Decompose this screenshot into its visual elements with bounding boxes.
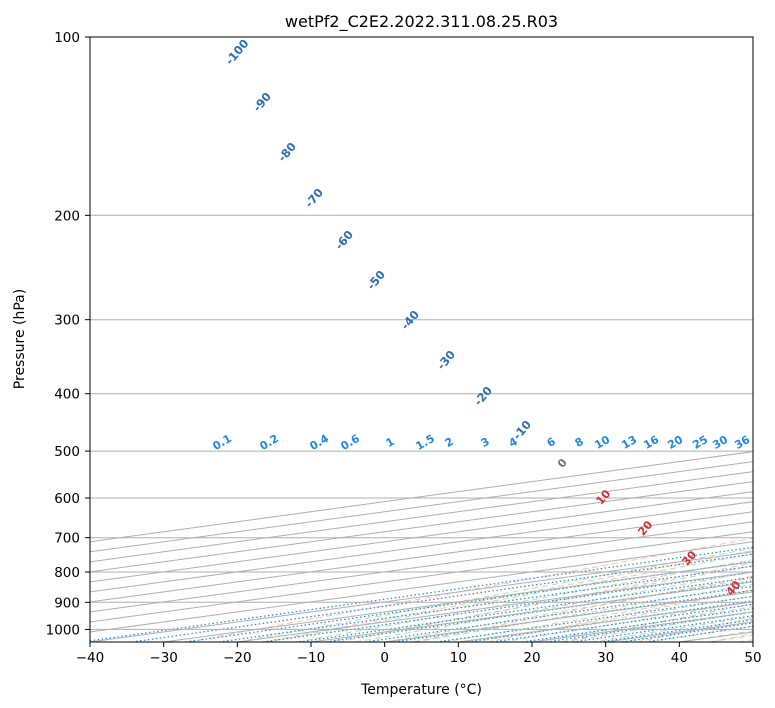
x-tick-label: −10	[297, 650, 326, 666]
isotherm-line	[90, 501, 753, 593]
dry-adiabat-line	[188, 537, 753, 642]
plot-frame	[89, 36, 754, 643]
mixing-ratio-line	[492, 603, 753, 642]
y-tick-label: 200	[54, 208, 80, 224]
y-tick-label: 400	[54, 387, 80, 403]
dry-adiabat-line	[338, 562, 753, 642]
isotherm-line	[90, 461, 753, 553]
moist-adiabat-line	[325, 565, 753, 642]
isotherm-line	[90, 471, 753, 563]
y-tick-label: 1000	[46, 622, 80, 638]
chart-title: wetPf2_C2E2.2022.311.08.25.R03	[285, 12, 558, 32]
x-tick-label: −40	[76, 650, 105, 666]
y-axis-ticks: 1000 900 800 700 600 500 400 300 200 100	[46, 30, 90, 638]
x-tick-label: 30	[597, 650, 614, 666]
plot-area	[90, 37, 753, 642]
isotherm-line	[90, 521, 753, 613]
y-axis-label: Pressure (hPa)	[12, 289, 28, 389]
dry-adiabat-line	[412, 575, 753, 642]
x-tick-label: 20	[523, 650, 540, 666]
moist-adiabat-line	[414, 583, 753, 642]
x-axis-ticks: −40 −30 −20 −10 0 10 20 30 40 50	[76, 642, 762, 666]
mixing-ratio-line	[365, 585, 753, 642]
x-axis-label: Temperature (°C)	[360, 682, 482, 698]
y-tick-label: 600	[54, 491, 80, 507]
mixing-ratio-line	[436, 595, 753, 642]
x-tick-label: −20	[223, 650, 252, 666]
isotherm-line	[90, 491, 753, 583]
mixing-ratio-line	[131, 553, 753, 642]
isotherm-line	[90, 511, 753, 603]
y-tick-label: 900	[54, 595, 80, 611]
x-tick-label: 50	[744, 650, 761, 666]
x-tick-label: 0	[380, 650, 389, 666]
mixing-ratio-line	[90, 546, 753, 642]
y-tick-label: 800	[54, 565, 80, 581]
dry-adiabats	[188, 537, 753, 642]
y-tick-label: 300	[54, 313, 80, 329]
x-tick-label: 10	[450, 650, 467, 666]
y-tick-label: 500	[54, 444, 80, 460]
pressure-gridlines	[90, 37, 753, 630]
isotherm-line	[90, 531, 753, 623]
y-tick-label: 700	[54, 531, 80, 547]
isotherms	[90, 451, 753, 642]
isotherm-line	[90, 481, 753, 573]
y-tick-label: 100	[54, 30, 80, 46]
x-tick-label: 40	[671, 650, 688, 666]
moist-adiabat-line	[355, 571, 753, 642]
isotherm-line	[90, 451, 753, 543]
moist-adiabat-line	[237, 547, 753, 642]
x-tick-label: −30	[149, 650, 178, 666]
